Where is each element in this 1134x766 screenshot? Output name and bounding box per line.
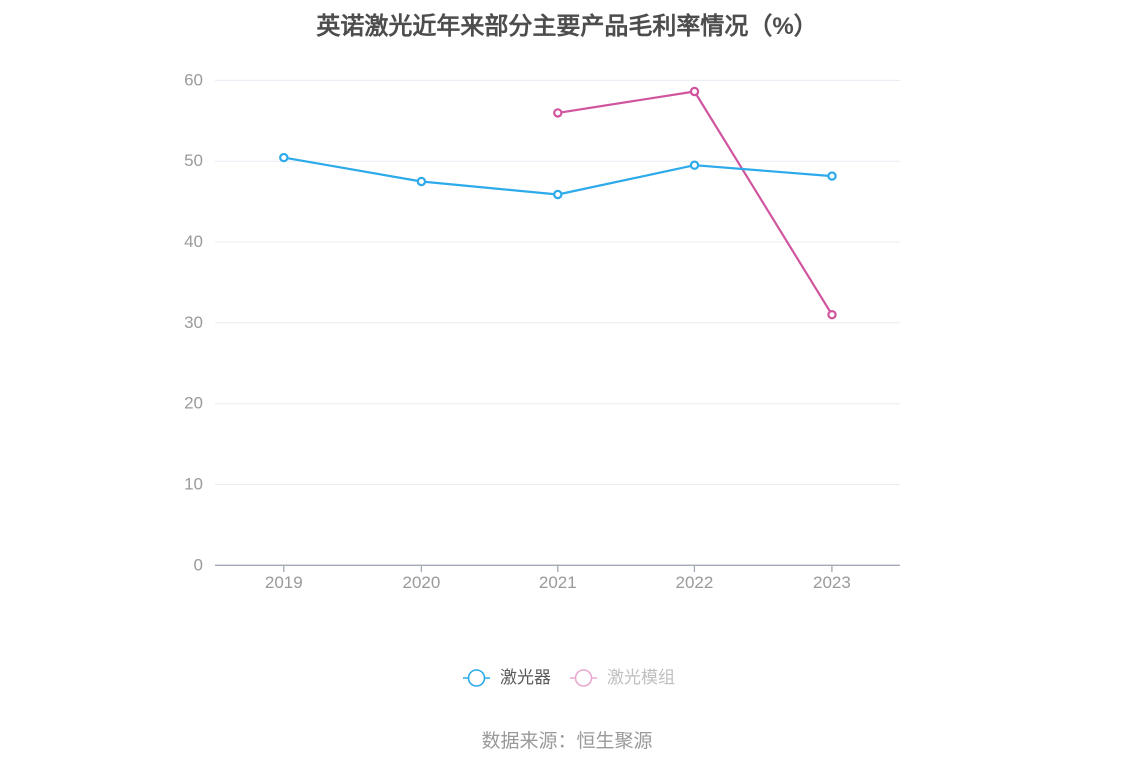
svg-text:30: 30 <box>184 313 203 332</box>
svg-text:60: 60 <box>184 70 203 89</box>
svg-text:激光器: 激光器 <box>500 668 551 687</box>
svg-text:数据来源：恒生聚源: 数据来源：恒生聚源 <box>481 730 652 752</box>
svg-text:0: 0 <box>194 555 203 574</box>
svg-text:激光模组: 激光模组 <box>607 668 675 687</box>
svg-text:50: 50 <box>184 151 203 170</box>
svg-text:2022: 2022 <box>675 573 713 592</box>
svg-text:10: 10 <box>184 475 203 494</box>
svg-text:2019: 2019 <box>265 573 303 592</box>
svg-text:2023: 2023 <box>813 573 851 592</box>
svg-text:20: 20 <box>184 394 203 413</box>
svg-text:40: 40 <box>184 232 203 251</box>
svg-text:2021: 2021 <box>539 573 577 592</box>
svg-text:2020: 2020 <box>402 573 440 592</box>
